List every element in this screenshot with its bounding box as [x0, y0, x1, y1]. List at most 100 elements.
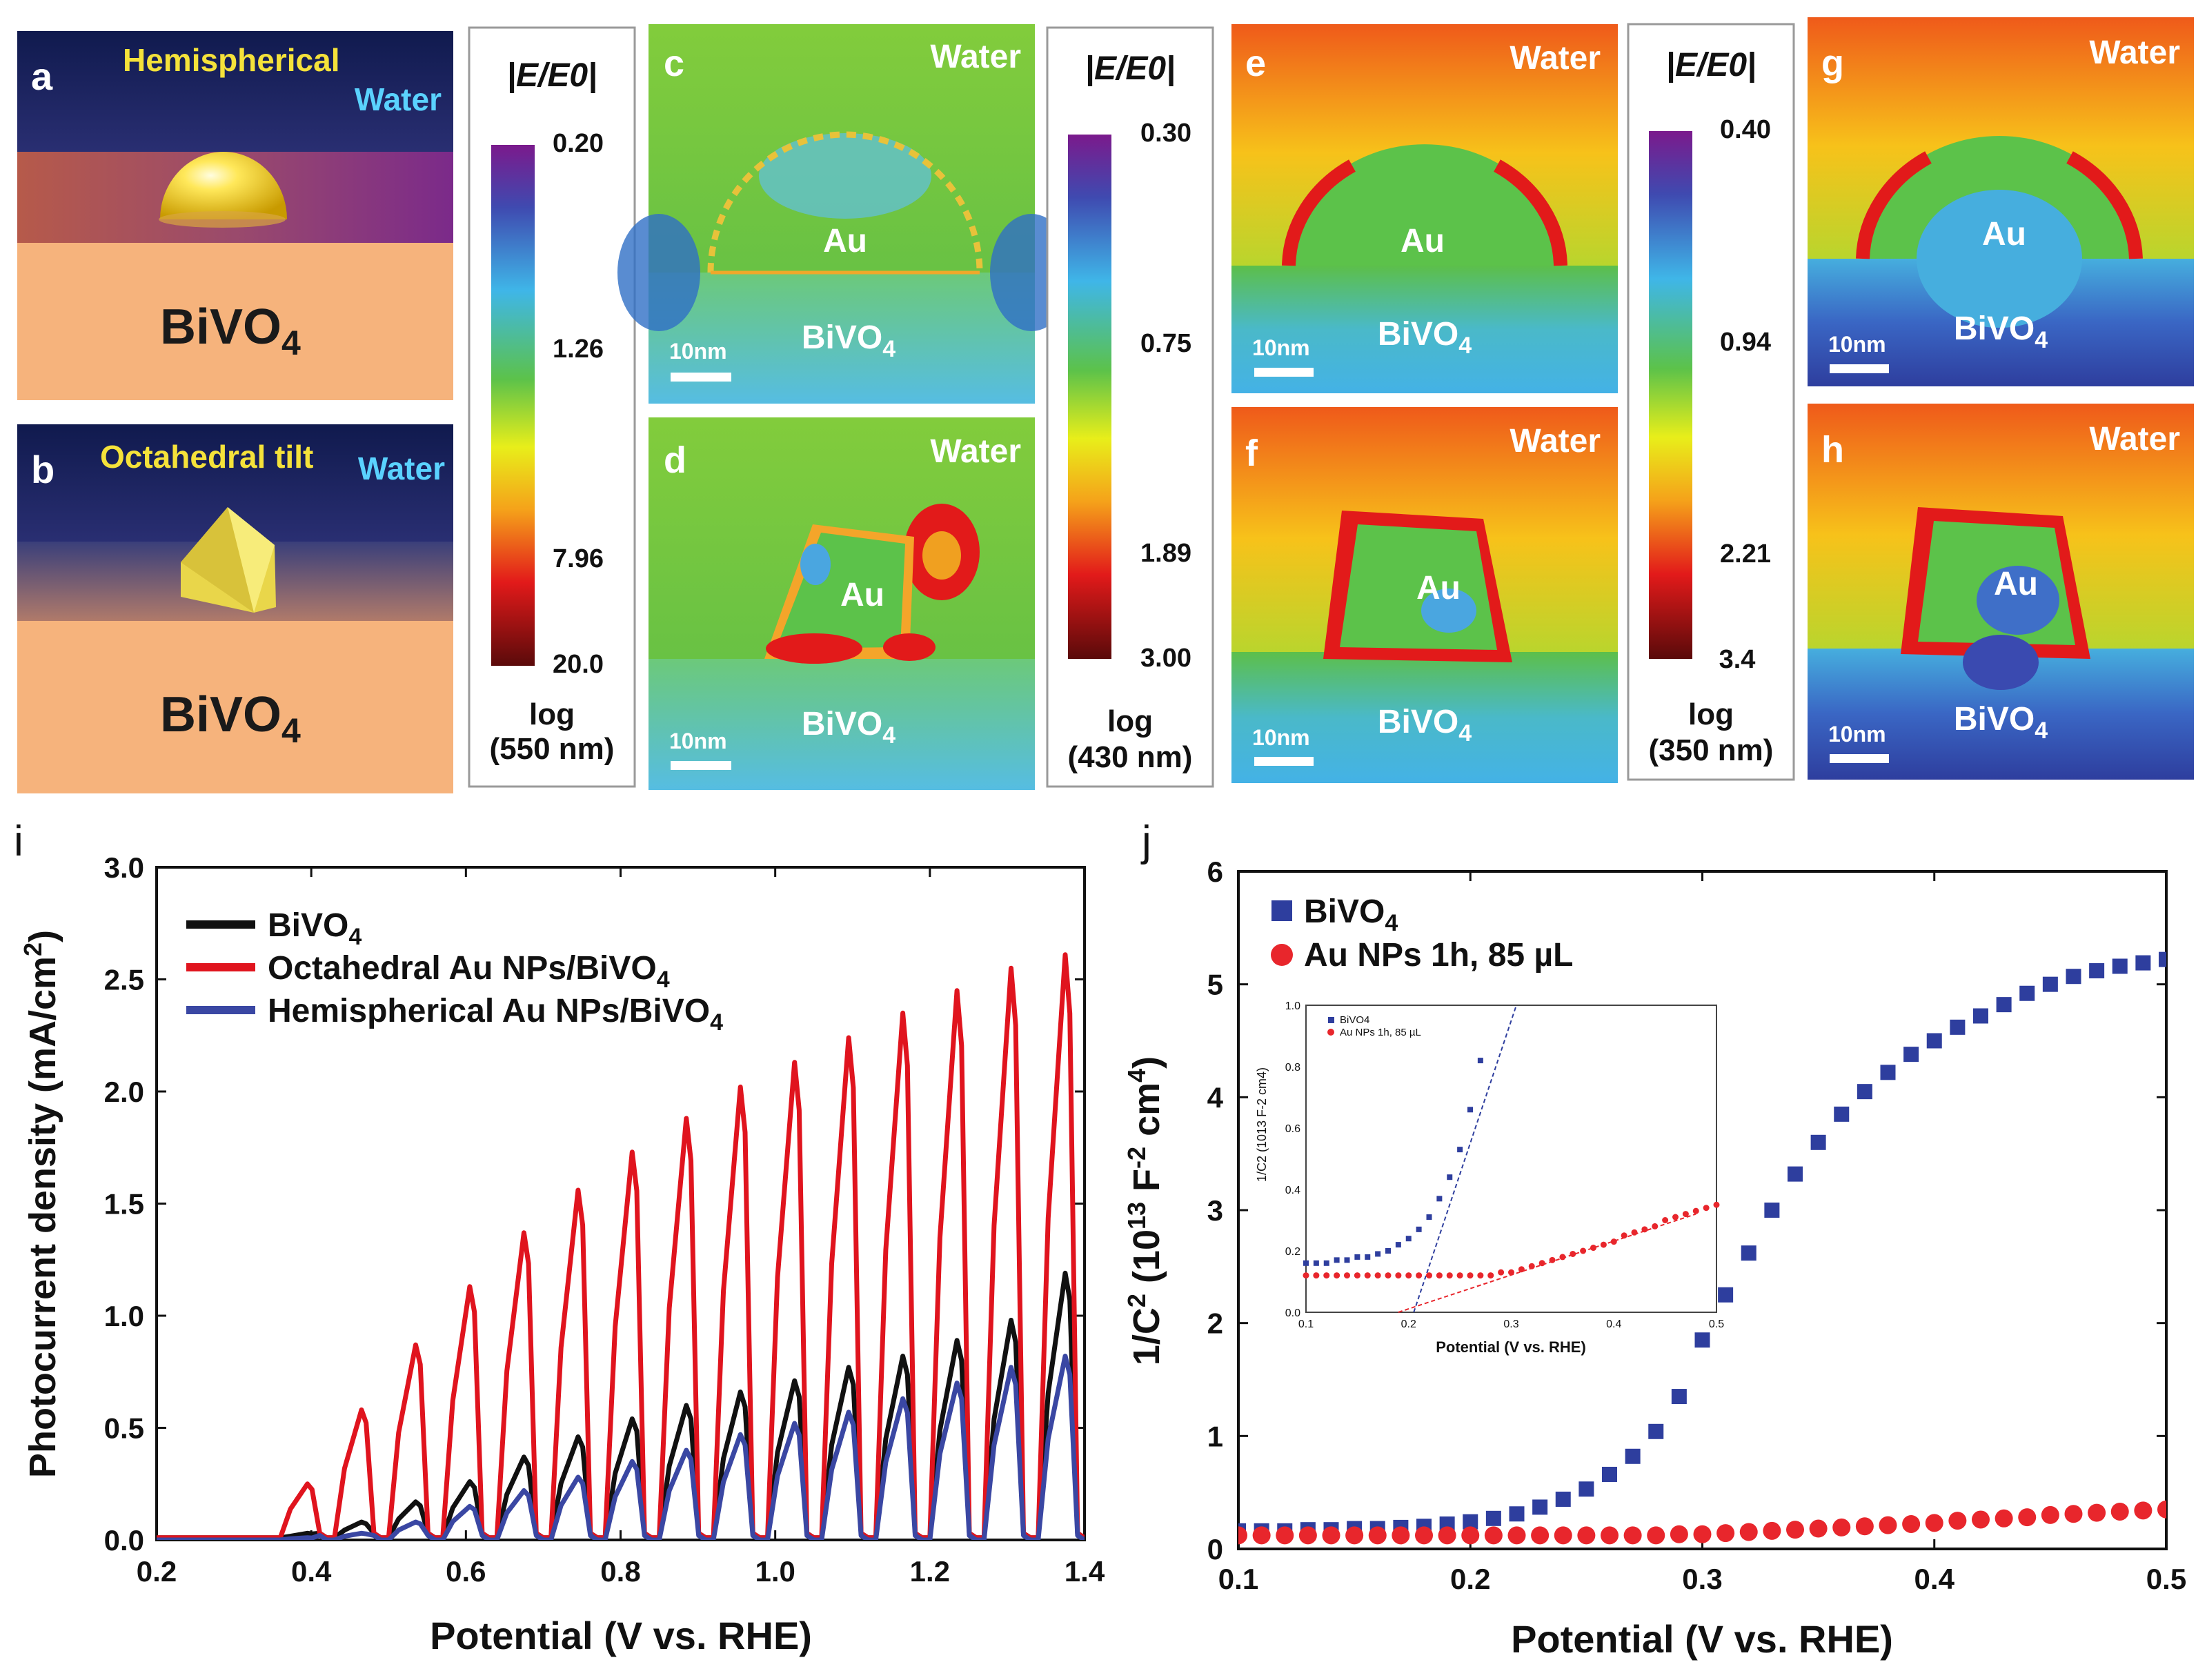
low-field-region	[617, 214, 700, 331]
colorbar-gradient	[1068, 135, 1111, 659]
data-point	[1509, 1506, 1525, 1522]
panel-label-h: h	[1821, 429, 1844, 471]
colorbar-tick: 3.00	[1140, 644, 1191, 673]
data-point	[2088, 1503, 2106, 1522]
hot-spot	[766, 633, 862, 664]
data-point	[1648, 1423, 1664, 1439]
colorbar-title: |E/E0|	[1085, 50, 1176, 87]
inset-data-point	[1682, 1211, 1689, 1218]
y-tick-label: 2.0	[104, 1076, 144, 1108]
hemisphere-base	[159, 211, 286, 228]
legend: BiVO4 Octahedral Au NPs/BiVO4 Hemispheri…	[186, 907, 723, 1036]
scale-bar	[1254, 368, 1314, 377]
bivo4-label: BiVO4	[1954, 310, 2048, 353]
data-point	[2041, 1505, 2059, 1524]
panel-c: c Water Au BiVO4 10nm	[617, 24, 1073, 404]
inset-data-point	[1580, 1247, 1587, 1254]
panel-label-e: e	[1245, 43, 1266, 84]
inset-points	[1303, 1005, 1720, 1313]
bivo4-label: BiVO4	[802, 706, 895, 749]
data-point	[1602, 1466, 1617, 1482]
bivo4-label: BiVO4	[1378, 704, 1472, 747]
data-point	[1252, 1526, 1271, 1545]
data-point	[1415, 1526, 1433, 1545]
data-point	[1948, 1512, 1967, 1530]
scale-bar	[671, 761, 731, 770]
data-point	[1671, 1389, 1687, 1405]
water-label: Water	[355, 81, 442, 117]
plot-frame	[155, 866, 1086, 1541]
y-tick-label: 3	[1207, 1194, 1223, 1227]
panel-label-i: i	[14, 818, 23, 865]
data-point	[2157, 1500, 2166, 1519]
colorbar-scale: log	[1688, 698, 1734, 731]
inset-data-point	[1549, 1256, 1556, 1263]
scale-label: 10nm	[1828, 332, 1886, 357]
inset-frame	[1305, 1005, 1717, 1313]
inset-axis-labels: 0.1 0.2 0.3 0.4 0.5 0.0 0.2 0.4 0.6 0.8 1.0	[1285, 1000, 1724, 1330]
colorbar-wavelength: (350 nm)	[1649, 733, 1774, 767]
x-tick-labels: 0.2 0.4 0.6 0.8 1.0 1.2 1.4	[137, 1555, 1105, 1588]
bivo4-label: BiVO4	[1954, 701, 2048, 744]
panel-label-f: f	[1245, 433, 1258, 474]
inset-y-tick-label: 0.8	[1285, 1062, 1300, 1074]
data-point	[1345, 1526, 1364, 1545]
inset-x-tick-label: 0.1	[1298, 1318, 1314, 1330]
au-label: Au	[823, 223, 867, 259]
inset-y-tick-label: 0.2	[1285, 1246, 1300, 1258]
panel-label-b: b	[31, 448, 55, 491]
x-tick-label: 0.6	[446, 1555, 486, 1588]
colorbar-tick: 2.21	[1720, 540, 1771, 569]
colorbar-tick: 0.40	[1720, 115, 1771, 144]
legend-swatch	[1271, 900, 1292, 921]
data-point	[2064, 1505, 2083, 1523]
chart-i: i 0.0 0.5 1.0 1.5 2.0 2.5 3.0 0.2 0.4 0.6 0.8 1.0 1…	[14, 818, 1105, 1657]
data-point	[1392, 1526, 1410, 1545]
data-point	[1694, 1332, 1710, 1348]
data-point	[1368, 1526, 1387, 1545]
inset-data-point	[1385, 1248, 1391, 1254]
inset-data-point	[1334, 1257, 1340, 1263]
data-point	[1880, 1065, 1896, 1080]
colorbar-tick: 20.0	[553, 650, 604, 679]
series-lines	[157, 952, 1085, 1540]
legend-label: BiVO4	[268, 907, 362, 950]
x-tick-label: 0.4	[291, 1555, 332, 1588]
inset-data-point	[1323, 1272, 1330, 1279]
water-label: Water	[2089, 34, 2180, 71]
inset-data-point	[1692, 1207, 1699, 1214]
panel-h: h Water Au BiVO4 10nm	[1808, 404, 2194, 780]
shape-label: Hemispherical	[123, 42, 339, 78]
series-line	[157, 1354, 1085, 1540]
y-tick-labels: 0 1 2 3 4 5 6	[1207, 856, 1224, 1565]
bivo4-substrate	[17, 621, 453, 793]
y-tick-label: 6	[1207, 856, 1223, 888]
inset-data-point	[1590, 1245, 1596, 1252]
inset-data-point	[1344, 1257, 1350, 1263]
y-tick-label: 1.5	[104, 1188, 144, 1221]
inset-data-point	[1395, 1242, 1401, 1248]
data-point	[1950, 1019, 1966, 1035]
colorbar-gradient	[1649, 131, 1692, 659]
data-point	[1238, 1526, 1247, 1545]
inset-data-point	[1467, 1107, 1473, 1113]
y-axis-label: 1/C2 (1013 F-2 cm4)	[1122, 1056, 1167, 1365]
data-point	[2134, 1501, 2152, 1520]
data-point	[1484, 1526, 1503, 1545]
y-tick-label: 5	[1207, 969, 1223, 1001]
data-point	[1716, 1524, 1735, 1543]
au-label: Au	[1416, 570, 1461, 606]
inset-data-point	[1538, 1260, 1545, 1267]
data-point	[1903, 1047, 1919, 1063]
inset-data-point	[1364, 1272, 1371, 1279]
inset-data-point	[1303, 1260, 1309, 1266]
panel-a: a Hemispherical Water BiVO4	[17, 31, 453, 400]
colorbar-tick: 0.75	[1140, 329, 1191, 358]
inset-x-tick-label: 0.2	[1401, 1318, 1416, 1330]
legend-label: Octahedral Au NPs/BiVO4	[268, 950, 670, 993]
octahedron-field	[776, 533, 905, 649]
data-point	[1578, 1481, 1594, 1497]
data-point	[1276, 1526, 1294, 1545]
data-point	[2112, 958, 2128, 974]
panel-g: g Water Au BiVO4 10nm	[1808, 17, 2194, 386]
